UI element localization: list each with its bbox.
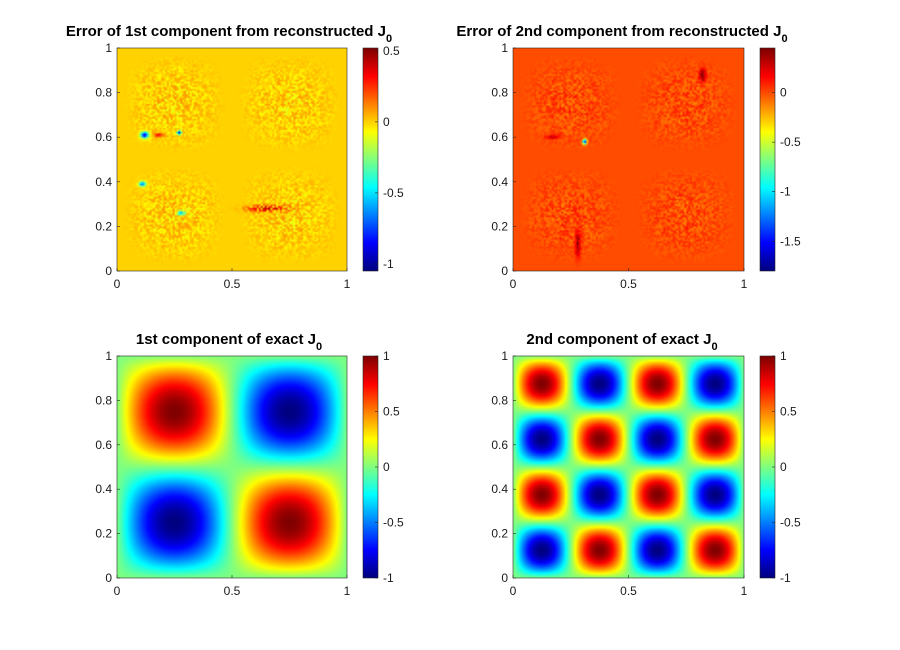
panel-exact-component-1: 1st component of exact J0 0 0.5 1 0 0.2 0.4 0.… — [95, 331, 404, 598]
x-tick-label: 0 — [114, 584, 121, 598]
y-tick-label: 0.8 — [95, 86, 112, 100]
colorbar-tick-label: 0.5 — [780, 405, 797, 419]
x-tick-label: 0 — [510, 277, 517, 291]
y-tick-label: 0 — [501, 571, 508, 585]
x-tick-label: 0 — [114, 277, 121, 291]
colorbar-tick-label: 1 — [780, 349, 787, 363]
y-tick-label: 0.4 — [491, 175, 508, 189]
colorbar-tick-label: -0.5 — [383, 516, 404, 530]
x-tick-label: 0.5 — [224, 584, 241, 598]
y-tick-label: 0.4 — [491, 482, 508, 496]
panel-error-component-2: Error of 2nd component from reconstructe… — [456, 23, 801, 291]
panel-1-colorbar — [363, 48, 378, 271]
colorbar-tick-label: -0.5 — [383, 186, 404, 200]
colorbar-tick-label: -1.5 — [780, 234, 801, 248]
colorbar-frame — [759, 47, 776, 272]
panel-2-colorbar-axis: 0 -0.5 -1 -1.5 — [759, 47, 801, 272]
x-tick-label: 0.5 — [620, 277, 637, 291]
colorbar-tick-label: -0.5 — [780, 516, 801, 530]
panel-2-axes: 0 0.5 1 0 0.2 0.4 0.6 0.8 1 — [491, 41, 747, 291]
colorbar-tick-label: 0.5 — [383, 44, 400, 58]
panel-1-axes: 0 0.5 1 0 0.2 0.4 0.6 0.8 1 — [95, 41, 350, 291]
colorbar-tick-label: 0 — [383, 460, 390, 474]
colorbar-tick-label: 0.5 — [383, 405, 400, 419]
panel-exact-component-2: 2nd component of exact J0 0 0.5 1 0 0.2 0.4 0.… — [491, 331, 801, 598]
x-tick-label: 0.5 — [224, 277, 241, 291]
y-tick-label: 0.6 — [491, 130, 508, 144]
y-tick-label: 1 — [105, 41, 112, 55]
y-tick-label: 0 — [105, 264, 112, 278]
colorbar-tick-label: -0.5 — [780, 135, 801, 149]
x-tick-label: 1 — [344, 277, 351, 291]
panel-3-title: 1st component of exact J0 — [136, 331, 322, 353]
panel-3-axes: 0 0.5 1 0 0.2 0.4 0.6 0.8 1 — [95, 349, 350, 598]
panel-1-colorbar-axis: 0.5 0 -0.5 -1 — [362, 44, 404, 272]
panel-2-colorbar — [760, 48, 775, 271]
y-tick-label: 1 — [105, 349, 112, 363]
panel-3-heatmap — [117, 356, 347, 578]
x-tick-label: 1 — [741, 277, 748, 291]
panel-error-component-1: Error of 1st component from reconstructe… — [66, 23, 404, 291]
y-tick-label: 0.8 — [491, 86, 508, 100]
y-tick-label: 0.2 — [95, 219, 112, 233]
colorbar-frame — [362, 47, 379, 272]
y-tick-label: 0.6 — [491, 438, 508, 452]
y-tick-label: 0.6 — [95, 438, 112, 452]
panel-2-heatmap — [513, 48, 744, 271]
panel-3-colorbar — [363, 356, 378, 578]
colorbar-tick-label: 0 — [780, 86, 787, 100]
x-tick-label: 0 — [510, 584, 517, 598]
y-tick-label: 0.8 — [491, 393, 508, 407]
panel-1-title: Error of 1st component from reconstructe… — [66, 23, 392, 45]
y-tick-label: 1 — [501, 41, 508, 55]
y-tick-label: 1 — [501, 349, 508, 363]
x-tick-label: 1 — [741, 584, 748, 598]
y-tick-label: 0 — [105, 571, 112, 585]
colorbar-tick-label: -1 — [780, 571, 791, 585]
panel-2-title: Error of 2nd component from reconstructe… — [456, 23, 787, 45]
y-tick-label: 0.4 — [95, 482, 112, 496]
panel-3-colorbar-axis: 1 0.5 0 -0.5 -1 — [362, 349, 404, 585]
x-tick-label: 0.5 — [620, 584, 637, 598]
panel-4-heatmap — [513, 356, 744, 578]
panel-4-colorbar — [760, 356, 775, 578]
panel-4-colorbar-axis: 1 0.5 0 -0.5 -1 — [759, 349, 801, 585]
panel-4-axes: 0 0.5 1 0 0.2 0.4 0.6 0.8 1 — [491, 349, 747, 598]
x-tick-label: 1 — [344, 584, 351, 598]
colorbar-tick-label: 0 — [383, 115, 390, 129]
y-tick-label: 0.4 — [95, 175, 112, 189]
y-tick-label: 0.2 — [95, 527, 112, 541]
colorbar-tick-label: -1 — [383, 571, 394, 585]
y-tick-label: 0.2 — [491, 219, 508, 233]
colorbar-tick-label: 0 — [780, 460, 787, 474]
colorbar-tick-label: -1 — [780, 185, 791, 199]
colorbar-tick-label: 1 — [383, 349, 390, 363]
panel-1-heatmap — [117, 48, 347, 271]
y-tick-label: 0.8 — [95, 393, 112, 407]
y-tick-label: 0.6 — [95, 130, 112, 144]
panel-4-title: 2nd component of exact J0 — [526, 331, 717, 353]
colorbar-tick-label: -1 — [383, 257, 394, 271]
y-tick-label: 0.2 — [491, 527, 508, 541]
y-tick-label: 0 — [501, 264, 508, 278]
